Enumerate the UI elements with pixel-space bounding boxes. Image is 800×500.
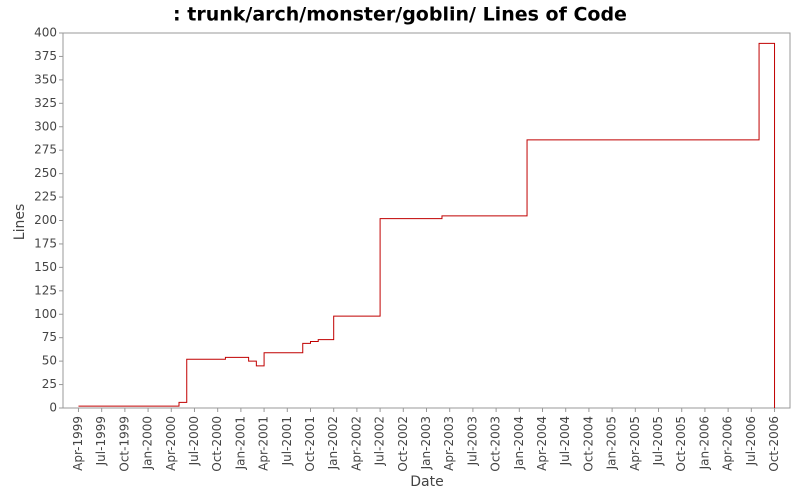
x-tick-label: Jan-2005 xyxy=(605,416,619,470)
x-tick-label: Oct-2006 xyxy=(767,416,781,472)
x-tick-label: Jan-2004 xyxy=(512,416,526,470)
y-tick-label: 250 xyxy=(34,166,57,180)
x-tick-label: Apr-2005 xyxy=(628,416,642,471)
y-tick-label: 175 xyxy=(34,236,57,250)
line xyxy=(78,42,776,408)
x-tick-label: Jan-2003 xyxy=(419,416,433,470)
x-tick-label: Apr-2000 xyxy=(164,416,178,471)
y-tick-label: 100 xyxy=(34,307,57,321)
x-tick-label: Jul-2005 xyxy=(651,416,665,466)
plot-area xyxy=(62,32,791,409)
x-tick-label: Oct-2005 xyxy=(674,416,688,472)
x-tick-label: Apr-2003 xyxy=(442,416,456,471)
y-tick-label: 300 xyxy=(34,119,57,133)
x-tick-label: Apr-2006 xyxy=(721,416,735,471)
x-tick-label: Jan-2006 xyxy=(697,416,711,470)
x-tick-label: Oct-2003 xyxy=(489,416,503,472)
y-axis-label: Lines xyxy=(12,204,28,240)
y-tick-label: 125 xyxy=(34,283,57,297)
chart-title: : trunk/arch/monster/goblin/ Lines of Co… xyxy=(173,4,627,26)
x-tick-label: Jan-2000 xyxy=(141,416,155,470)
x-tick-label: Jan-2002 xyxy=(326,416,340,470)
x-tick-label: Apr-2001 xyxy=(257,416,271,471)
x-tick-label: Jul-2000 xyxy=(187,416,201,466)
y-tick-label: 0 xyxy=(49,401,57,415)
x-tick-label: Oct-1999 xyxy=(117,416,131,472)
x-tick-label: Jan-2001 xyxy=(233,416,247,470)
x-tick-label: Apr-2004 xyxy=(535,416,549,471)
y-tick-label: 50 xyxy=(42,354,57,368)
y-tick-label: 200 xyxy=(34,213,57,227)
y-tick-label: 75 xyxy=(42,330,57,344)
y-tick-label: 150 xyxy=(34,260,57,274)
x-tick-label: Jul-1999 xyxy=(94,416,108,466)
x-tick-label: Jul-2001 xyxy=(280,416,294,466)
x-tick-label: Oct-2004 xyxy=(581,416,595,472)
y-tick-label: 275 xyxy=(34,143,57,157)
x-tick-label: Apr-1999 xyxy=(71,416,85,471)
x-tick-label: Jul-2006 xyxy=(744,416,758,466)
y-tick-label: 375 xyxy=(34,49,57,63)
y-tick-label: 400 xyxy=(34,26,57,40)
x-tick-label: Oct-2000 xyxy=(210,416,224,472)
x-axis-label: Date xyxy=(410,474,443,490)
x-tick-label: Jul-2002 xyxy=(373,416,387,466)
y-tick-label: 350 xyxy=(34,72,57,86)
x-tick-label: Apr-2002 xyxy=(349,416,363,471)
y-tick-label: 25 xyxy=(42,377,57,391)
y-tick-label: 225 xyxy=(34,190,57,204)
x-tick-label: Jul-2004 xyxy=(558,416,572,466)
x-tick-label: Oct-2001 xyxy=(303,416,317,472)
x-tick-label: Jul-2003 xyxy=(465,416,479,466)
y-tick-label: 325 xyxy=(34,96,57,110)
x-tick-label: Oct-2002 xyxy=(396,416,410,472)
